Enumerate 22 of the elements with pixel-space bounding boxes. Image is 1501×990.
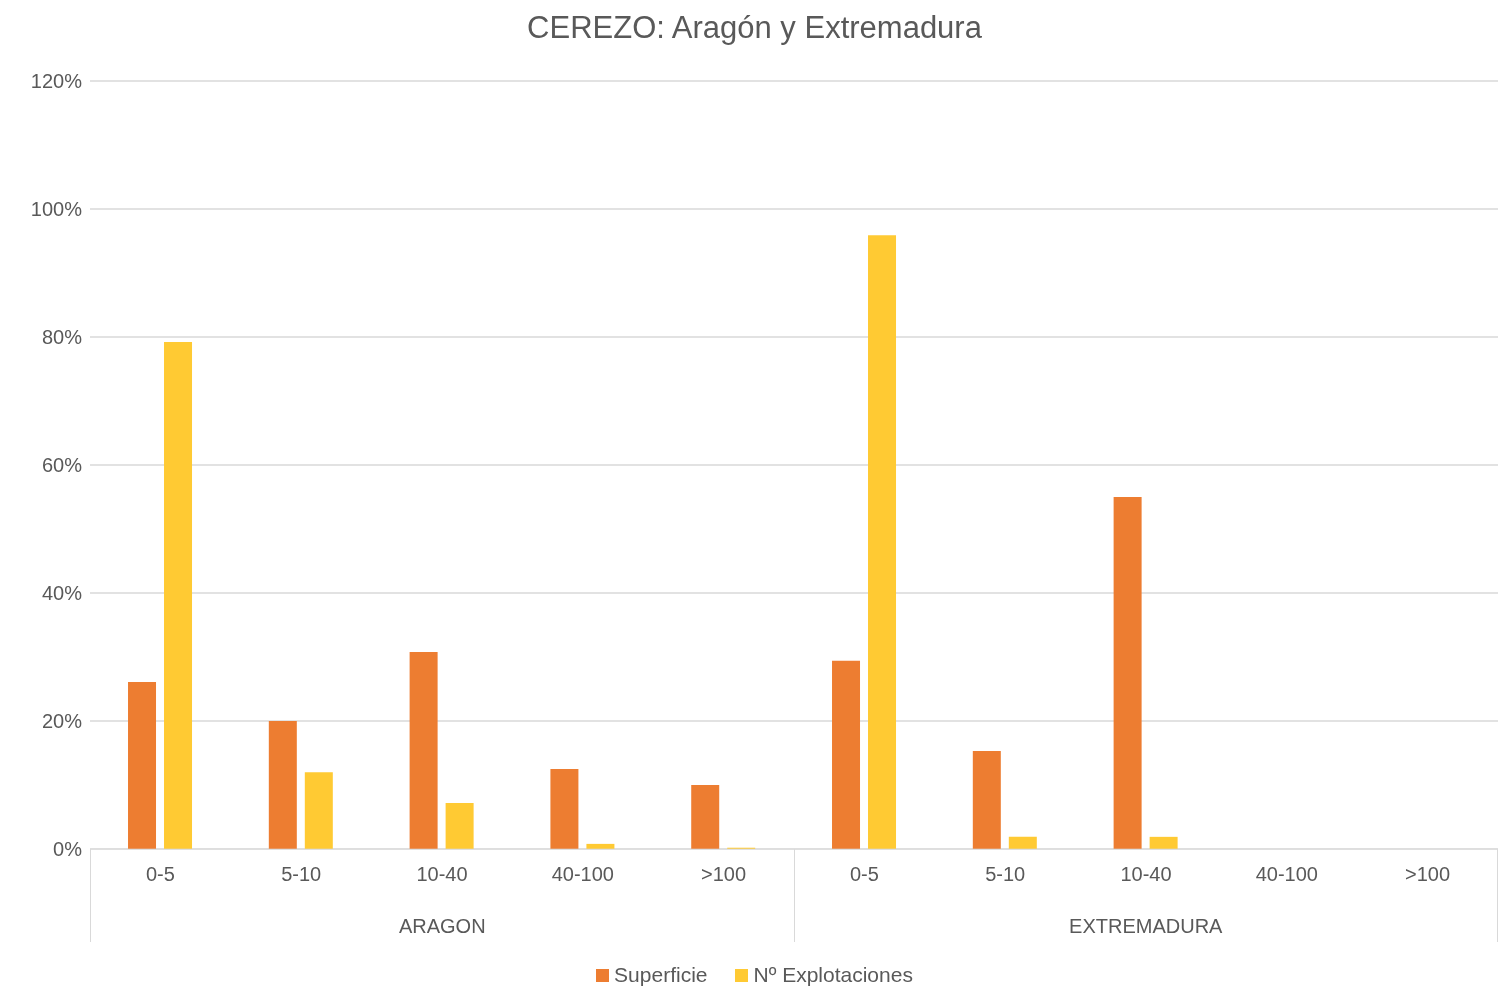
x-tick-label: 10-40: [1120, 863, 1172, 886]
y-tick-label: 20%: [41, 710, 83, 733]
text: ARAGON: [398, 915, 486, 937]
y-tick-label: 80%: [41, 326, 83, 349]
legend-label: Nº Explotaciones: [752, 963, 913, 987]
text: EXTREMADURA: [1069, 915, 1223, 937]
x-tick-label: 0-5: [849, 863, 879, 886]
y-tick-label: 100%: [30, 198, 83, 221]
chart-title: CEREZO: Aragón y Extremadura: [526, 9, 983, 47]
x-tick-label: 40-100: [551, 863, 614, 886]
x-tick-label: >100: [701, 863, 747, 886]
x-tick-label: 5-10: [985, 863, 1026, 886]
x-tick-label: 40-100: [1255, 863, 1318, 886]
x-tick-label: 0-5: [145, 863, 175, 886]
y-tick-label: 40%: [41, 582, 83, 605]
legend-label: Superficie: [613, 963, 708, 987]
y-tick-label: 0%: [53, 838, 83, 861]
y-tick-label: 120%: [30, 70, 83, 93]
x-tick-label: >100: [1405, 863, 1451, 886]
x-tick-label: 5-10: [281, 863, 322, 886]
x-tick-label: 10-40: [416, 863, 468, 886]
y-tick-label: 60%: [41, 454, 83, 477]
